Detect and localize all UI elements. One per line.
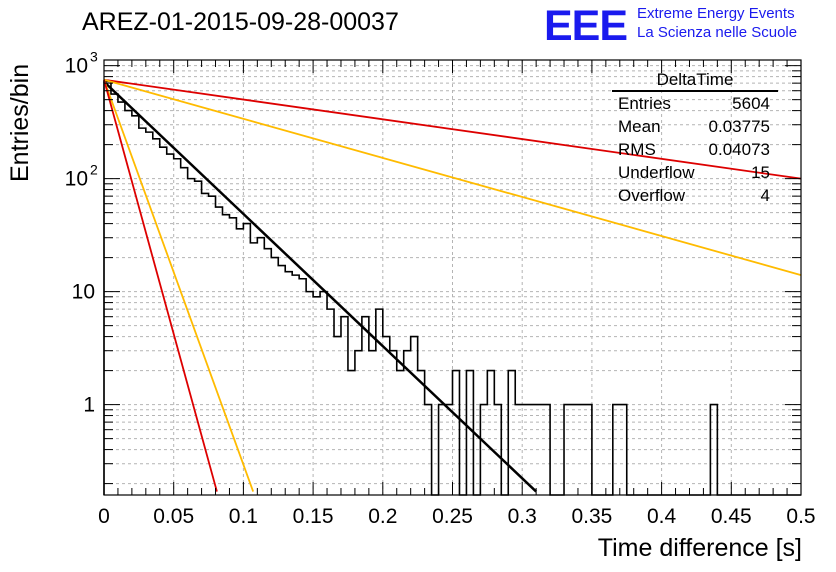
- x-tick-label: 0.3: [508, 505, 537, 528]
- logo-text: Extreme Energy Events La Scienza nelle S…: [637, 4, 797, 42]
- stats-box: DeltaTime Entries 5604 Mean 0.03775 RMS 0.0…: [612, 70, 778, 207]
- y-tick-label: 1: [83, 394, 95, 417]
- grid-lines: [104, 60, 801, 495]
- stats-row: Mean 0.03775: [612, 115, 778, 138]
- stats-label: Underflow: [618, 163, 695, 182]
- x-tick-label: 0.1: [229, 505, 258, 528]
- fit-curves: [103, 78, 802, 493]
- x-tick-label: 0: [98, 505, 110, 528]
- x-tick-label: 0.15: [293, 505, 334, 528]
- stats-value: 4: [760, 186, 770, 205]
- stats-row: RMS 0.04073: [612, 138, 778, 161]
- stats-row: Overflow 4: [612, 184, 778, 207]
- black-curve: [103, 80, 538, 493]
- stats-row: Entries 5604: [612, 92, 778, 115]
- stats-row: Underflow 15: [612, 161, 778, 184]
- x-tick-label: 0.05: [153, 505, 194, 528]
- plot-title: AREZ-01-2015-09-28-00037: [82, 8, 399, 36]
- red-curve: [103, 78, 802, 180]
- stats-value: 15: [751, 163, 770, 182]
- y-tick-exponent: 2: [90, 162, 98, 178]
- stats-label: Mean: [618, 117, 661, 136]
- x-tick-label: 0.25: [432, 505, 473, 528]
- y-axis-label: Entries/bin: [6, 63, 34, 182]
- stats-label: Overflow: [618, 186, 686, 205]
- y-tick-label: 10: [72, 281, 95, 304]
- eee-logo: EEE: [544, 2, 628, 50]
- stats-title: DeltaTime: [612, 70, 778, 92]
- stats-value: 0.04073: [708, 140, 770, 159]
- x-tick-label: 0.35: [571, 505, 612, 528]
- histogram-series: [103, 80, 801, 496]
- x-tick-label: 0.2: [368, 505, 397, 528]
- x-tick-label: 0.45: [711, 505, 752, 528]
- orange-curve: [103, 78, 802, 276]
- x-tick-label: 0.4: [647, 505, 677, 528]
- stats-label: Entries: [618, 94, 671, 113]
- y-tick-label: 10: [65, 55, 88, 78]
- y-tick-exponent: 3: [90, 49, 98, 65]
- orange-curve: [103, 79, 255, 492]
- x-axis-label: Time difference [s]: [597, 534, 802, 562]
- axes: [103, 59, 802, 496]
- y-tick-label: 10: [65, 168, 88, 191]
- x-tick-label: 0.5: [786, 505, 815, 528]
- histogram-outline: [103, 80, 801, 496]
- stats-value: 0.03775: [708, 117, 770, 136]
- tick-labels: 0 0.05 0.1 0.15 0.2 0.25 0.3 0.35 0.4 0.45 0.5 1 10 1…: [65, 49, 816, 528]
- logo-line-2: La Scienza nelle Scuole: [637, 24, 798, 41]
- stats-label: RMS: [618, 140, 656, 159]
- red-curve: [103, 79, 218, 492]
- logo-line-1: Extreme Energy Events: [637, 5, 795, 22]
- stats-value: 5604: [732, 94, 770, 113]
